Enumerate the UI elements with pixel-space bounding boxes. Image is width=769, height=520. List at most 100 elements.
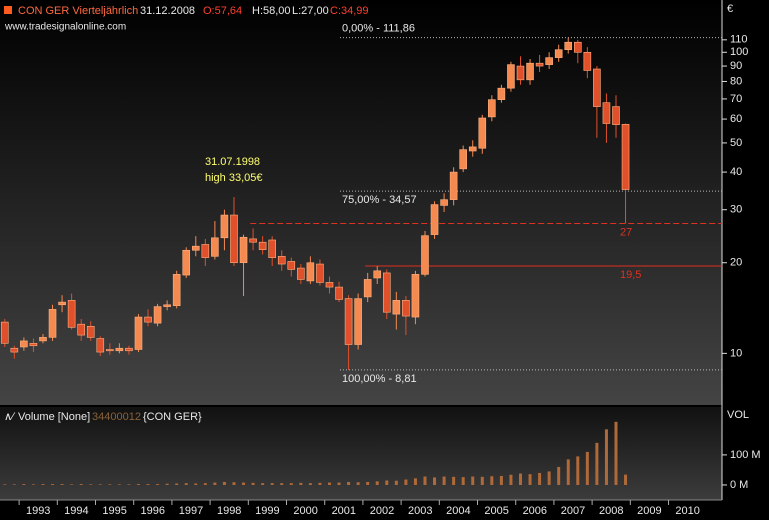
candle-body (516, 65, 525, 81)
candle-body (411, 274, 420, 318)
volume-bar (528, 474, 532, 485)
volume-bar (232, 482, 236, 485)
candle-body (325, 282, 334, 288)
x-tick-label: 1997 (179, 505, 203, 517)
volume-axis-label: VOL (727, 409, 749, 421)
candle-body (163, 304, 171, 307)
volume-bar (442, 476, 446, 485)
candle-body (287, 261, 296, 270)
candle-body (10, 347, 19, 353)
x-tick-label: 1994 (64, 505, 88, 517)
volume-bar (146, 484, 150, 485)
candle-body (115, 347, 124, 352)
volume-bar (280, 483, 284, 485)
x-tick-label: 2000 (293, 505, 317, 517)
volume-bar (480, 476, 484, 485)
volume-bar (452, 476, 456, 485)
candle-body (153, 306, 162, 324)
volume-bar (557, 466, 561, 485)
candle-body (77, 323, 85, 336)
x-tick-label: 2007 (561, 505, 585, 517)
candle-body (39, 337, 47, 342)
candle-body (20, 340, 28, 348)
volume-bar (98, 484, 102, 485)
volume-bar (394, 480, 398, 485)
volume-bar (127, 484, 131, 485)
x-tick-label: 2002 (370, 505, 394, 517)
candle-body (258, 241, 267, 250)
y-tick-label: 50 (730, 137, 742, 149)
support-label: 19,5 (620, 269, 641, 281)
volume-bar (375, 481, 379, 485)
candle-body (172, 274, 181, 306)
volume-bar (175, 483, 179, 485)
open-label: O:57,64 (203, 5, 242, 17)
volume-bar (509, 474, 513, 485)
volume-bar (60, 484, 64, 485)
volume-bar (518, 473, 522, 485)
volume-bar (595, 442, 599, 485)
candle-body (382, 272, 391, 313)
candle-body (125, 347, 133, 352)
volume-bar (270, 483, 274, 485)
x-tick-label: 2006 (523, 505, 547, 517)
candle-body (67, 300, 76, 328)
volume-last: 34400012 (92, 411, 141, 423)
fib-label: 100,00% - 8,81 (342, 373, 417, 385)
volume-bar (433, 477, 437, 485)
volume-bar (538, 472, 542, 485)
volume-bar (79, 484, 83, 485)
candle-body (96, 338, 105, 353)
x-tick-label: 2009 (637, 505, 661, 517)
candle-body (593, 68, 601, 107)
volume-bar (337, 482, 341, 485)
volume-legend: Volume [None] (18, 411, 90, 423)
x-tick-label: 2001 (332, 505, 356, 517)
y-tick-label: 60 (730, 113, 742, 125)
volume-bar (136, 484, 140, 485)
y-tick-label: 80 (730, 75, 742, 87)
annotation: 31.07.1998 (205, 156, 260, 168)
candle-body (58, 301, 66, 306)
source: www.tradesignalonline.com (4, 22, 126, 33)
candle-body (402, 300, 410, 317)
fib-label: 75,00% - 34,57 (342, 194, 417, 206)
candle-body (440, 199, 448, 206)
candle-body (297, 267, 305, 280)
fib-label: 0,00% - 111,86 (342, 23, 415, 35)
volume-bar (318, 482, 322, 485)
candle-body (468, 146, 477, 152)
candle-body (277, 256, 286, 265)
volume-bar (299, 482, 303, 485)
x-tick-label: 2005 (484, 505, 508, 517)
candle-body (612, 106, 620, 125)
x-tick-label: 2010 (675, 505, 699, 517)
candle-body (344, 298, 353, 345)
volume-bar (308, 483, 312, 485)
candle-body (583, 51, 592, 71)
volume-bar (404, 479, 408, 485)
x-tick-label: 1995 (102, 505, 126, 517)
volume-bar (184, 483, 188, 485)
x-tick-label: 1993 (26, 505, 50, 517)
volume-bar (31, 484, 35, 485)
volume-bar (194, 483, 198, 485)
candle-body (134, 316, 143, 350)
unit: € (727, 3, 733, 15)
icon (4, 6, 12, 14)
volume-bar (471, 476, 475, 485)
volume-bar (461, 477, 465, 485)
candle-body (488, 99, 496, 118)
volume-bar (585, 451, 589, 485)
y-tick-label: 70 (730, 93, 742, 105)
volume-bar (576, 456, 580, 485)
volume-bar (289, 483, 293, 485)
candle-body (373, 270, 382, 279)
candle-body (535, 62, 544, 67)
annotation: high 33,05€ (205, 172, 263, 184)
volume-bar (385, 480, 389, 485)
candle-body (220, 214, 229, 239)
volume-bar (12, 484, 16, 485)
volume-tick-label: 0 M (730, 479, 748, 491)
